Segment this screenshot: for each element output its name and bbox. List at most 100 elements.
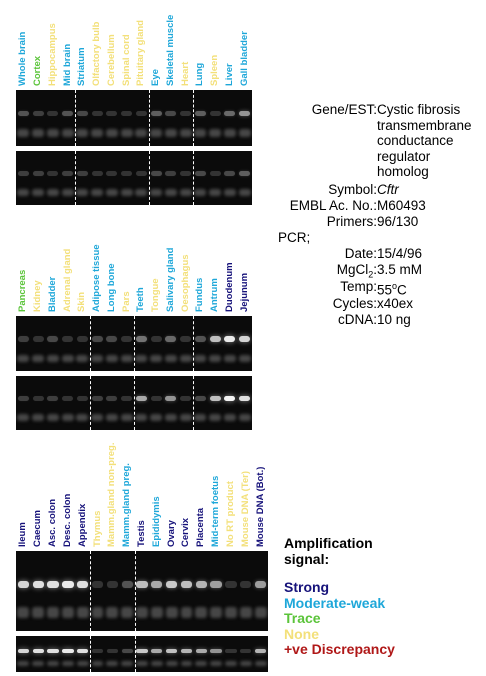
mgcl2-key-colon: : bbox=[373, 262, 377, 277]
lane-label-pars: Pars bbox=[120, 291, 132, 312]
primer-smear bbox=[76, 188, 89, 197]
lane-label-asc-colon: Asc. colon bbox=[47, 498, 59, 547]
temp-value: 55oC bbox=[377, 279, 407, 298]
gel-band bbox=[91, 581, 104, 589]
gel-band bbox=[121, 581, 133, 589]
lane-label-skeletal-muscle: Skeletal muscle bbox=[164, 14, 176, 86]
cdna-value: 10 ng bbox=[377, 312, 411, 327]
gel-band bbox=[150, 395, 162, 402]
gel-band bbox=[121, 395, 133, 402]
lane-group-divider bbox=[193, 316, 194, 371]
lane-label-adrenal-gland: Adrenal gland bbox=[61, 248, 73, 312]
gel-band bbox=[17, 110, 29, 117]
lane-label-ileum: Ileum bbox=[17, 522, 29, 547]
lane-label-testis: Testis bbox=[136, 520, 147, 547]
gel-band bbox=[76, 336, 88, 342]
primer-smear bbox=[136, 661, 148, 667]
gel-band bbox=[180, 336, 192, 342]
lane-group-divider bbox=[89, 376, 91, 430]
primer-smear bbox=[61, 413, 74, 422]
primer-smear bbox=[238, 413, 251, 422]
gel-band bbox=[32, 581, 44, 589]
gel-band bbox=[195, 649, 207, 653]
primer-smear bbox=[17, 661, 30, 667]
primer-smear bbox=[210, 661, 223, 667]
gel-band bbox=[239, 395, 251, 402]
primer-smear bbox=[238, 188, 251, 197]
primer-smear bbox=[91, 607, 104, 619]
gel-band bbox=[180, 395, 192, 402]
gel-band bbox=[121, 336, 133, 342]
primer-smear bbox=[120, 413, 133, 422]
gel-band bbox=[135, 395, 147, 402]
primer-smear bbox=[225, 607, 237, 619]
primer-smear bbox=[76, 413, 89, 422]
gel-band bbox=[209, 395, 221, 402]
gel-band bbox=[121, 170, 133, 177]
gel-band bbox=[239, 336, 251, 342]
primer-smear bbox=[76, 661, 89, 667]
lane-label-salivary-gland: Salivary gland bbox=[164, 247, 176, 312]
gel-band bbox=[17, 395, 29, 402]
primer-smear bbox=[61, 607, 74, 619]
gel-band bbox=[47, 336, 59, 342]
gel-band bbox=[47, 110, 59, 117]
primer-smear bbox=[165, 661, 178, 667]
gel-band bbox=[62, 110, 74, 117]
gel-band bbox=[106, 581, 118, 589]
gel-band bbox=[91, 395, 103, 402]
lane-group-divider bbox=[193, 90, 194, 146]
lane-label-eye: Eye bbox=[150, 69, 162, 86]
gel-band bbox=[240, 581, 252, 589]
gel-band bbox=[254, 649, 267, 653]
gel-band bbox=[76, 170, 88, 177]
gel-band bbox=[135, 110, 147, 117]
primer-smear bbox=[106, 661, 119, 667]
primer-smear bbox=[164, 413, 177, 422]
gel-band bbox=[239, 110, 251, 117]
primer-smear bbox=[238, 354, 251, 363]
primer-smear bbox=[91, 661, 104, 667]
lane-label-liver: Liver bbox=[223, 63, 235, 86]
lane-label-mouse-dna-bot: Mouse DNA (Bot.) bbox=[254, 466, 266, 547]
lane-label-heart: Heart bbox=[179, 61, 191, 86]
primer-smear bbox=[32, 661, 45, 667]
lane-label-mamm-gland-preg: Mamm.gland preg. bbox=[121, 463, 133, 547]
gene-key: Gene/EST: bbox=[311, 102, 377, 117]
legend-title-line-2: signal: bbox=[284, 550, 330, 567]
primer-smear bbox=[209, 129, 222, 138]
gel-band bbox=[194, 336, 206, 342]
gel-band bbox=[165, 110, 177, 117]
primer-smear bbox=[47, 661, 59, 667]
temp-value-number: 55 bbox=[377, 282, 393, 298]
gene-line-1: Cystic fibrosis bbox=[377, 102, 461, 117]
lane-label-olfactory-bulb: Olfactory bulb bbox=[91, 21, 103, 86]
primer-smear bbox=[91, 413, 104, 422]
primer-smear bbox=[47, 607, 59, 619]
lane-label-long-bone: Long bone bbox=[105, 263, 117, 312]
legend-discrepancy: +ve Discrepancy bbox=[284, 641, 395, 657]
gel-image-block-1-lower bbox=[16, 151, 252, 205]
primer-smear bbox=[76, 129, 89, 138]
lane-group-divider bbox=[193, 376, 194, 430]
mgcl2-key: MgCl2: bbox=[337, 262, 377, 283]
lane-label-skin: Skin bbox=[76, 291, 88, 312]
primer-smear bbox=[180, 607, 193, 619]
legend-title-line-1: Amplification bbox=[284, 535, 373, 551]
primer-smear bbox=[150, 413, 163, 422]
gel-band bbox=[17, 336, 29, 342]
gel-band bbox=[224, 395, 236, 402]
lane-label-whole-brain: Whole brain bbox=[17, 31, 29, 86]
primer-smear bbox=[223, 188, 236, 197]
gel-band bbox=[62, 581, 74, 589]
temp-value-unit: C bbox=[397, 282, 407, 298]
lane-label-spinal-cord: Spinal cord bbox=[120, 34, 132, 86]
primer-smear bbox=[136, 607, 148, 619]
primer-smear bbox=[194, 413, 207, 422]
gel-band bbox=[121, 649, 133, 653]
gel-band bbox=[17, 581, 30, 589]
primer-smear bbox=[135, 188, 148, 197]
primer-smear bbox=[135, 413, 148, 422]
primer-smear bbox=[32, 129, 45, 138]
cdna-key: cDNA: bbox=[337, 312, 377, 327]
